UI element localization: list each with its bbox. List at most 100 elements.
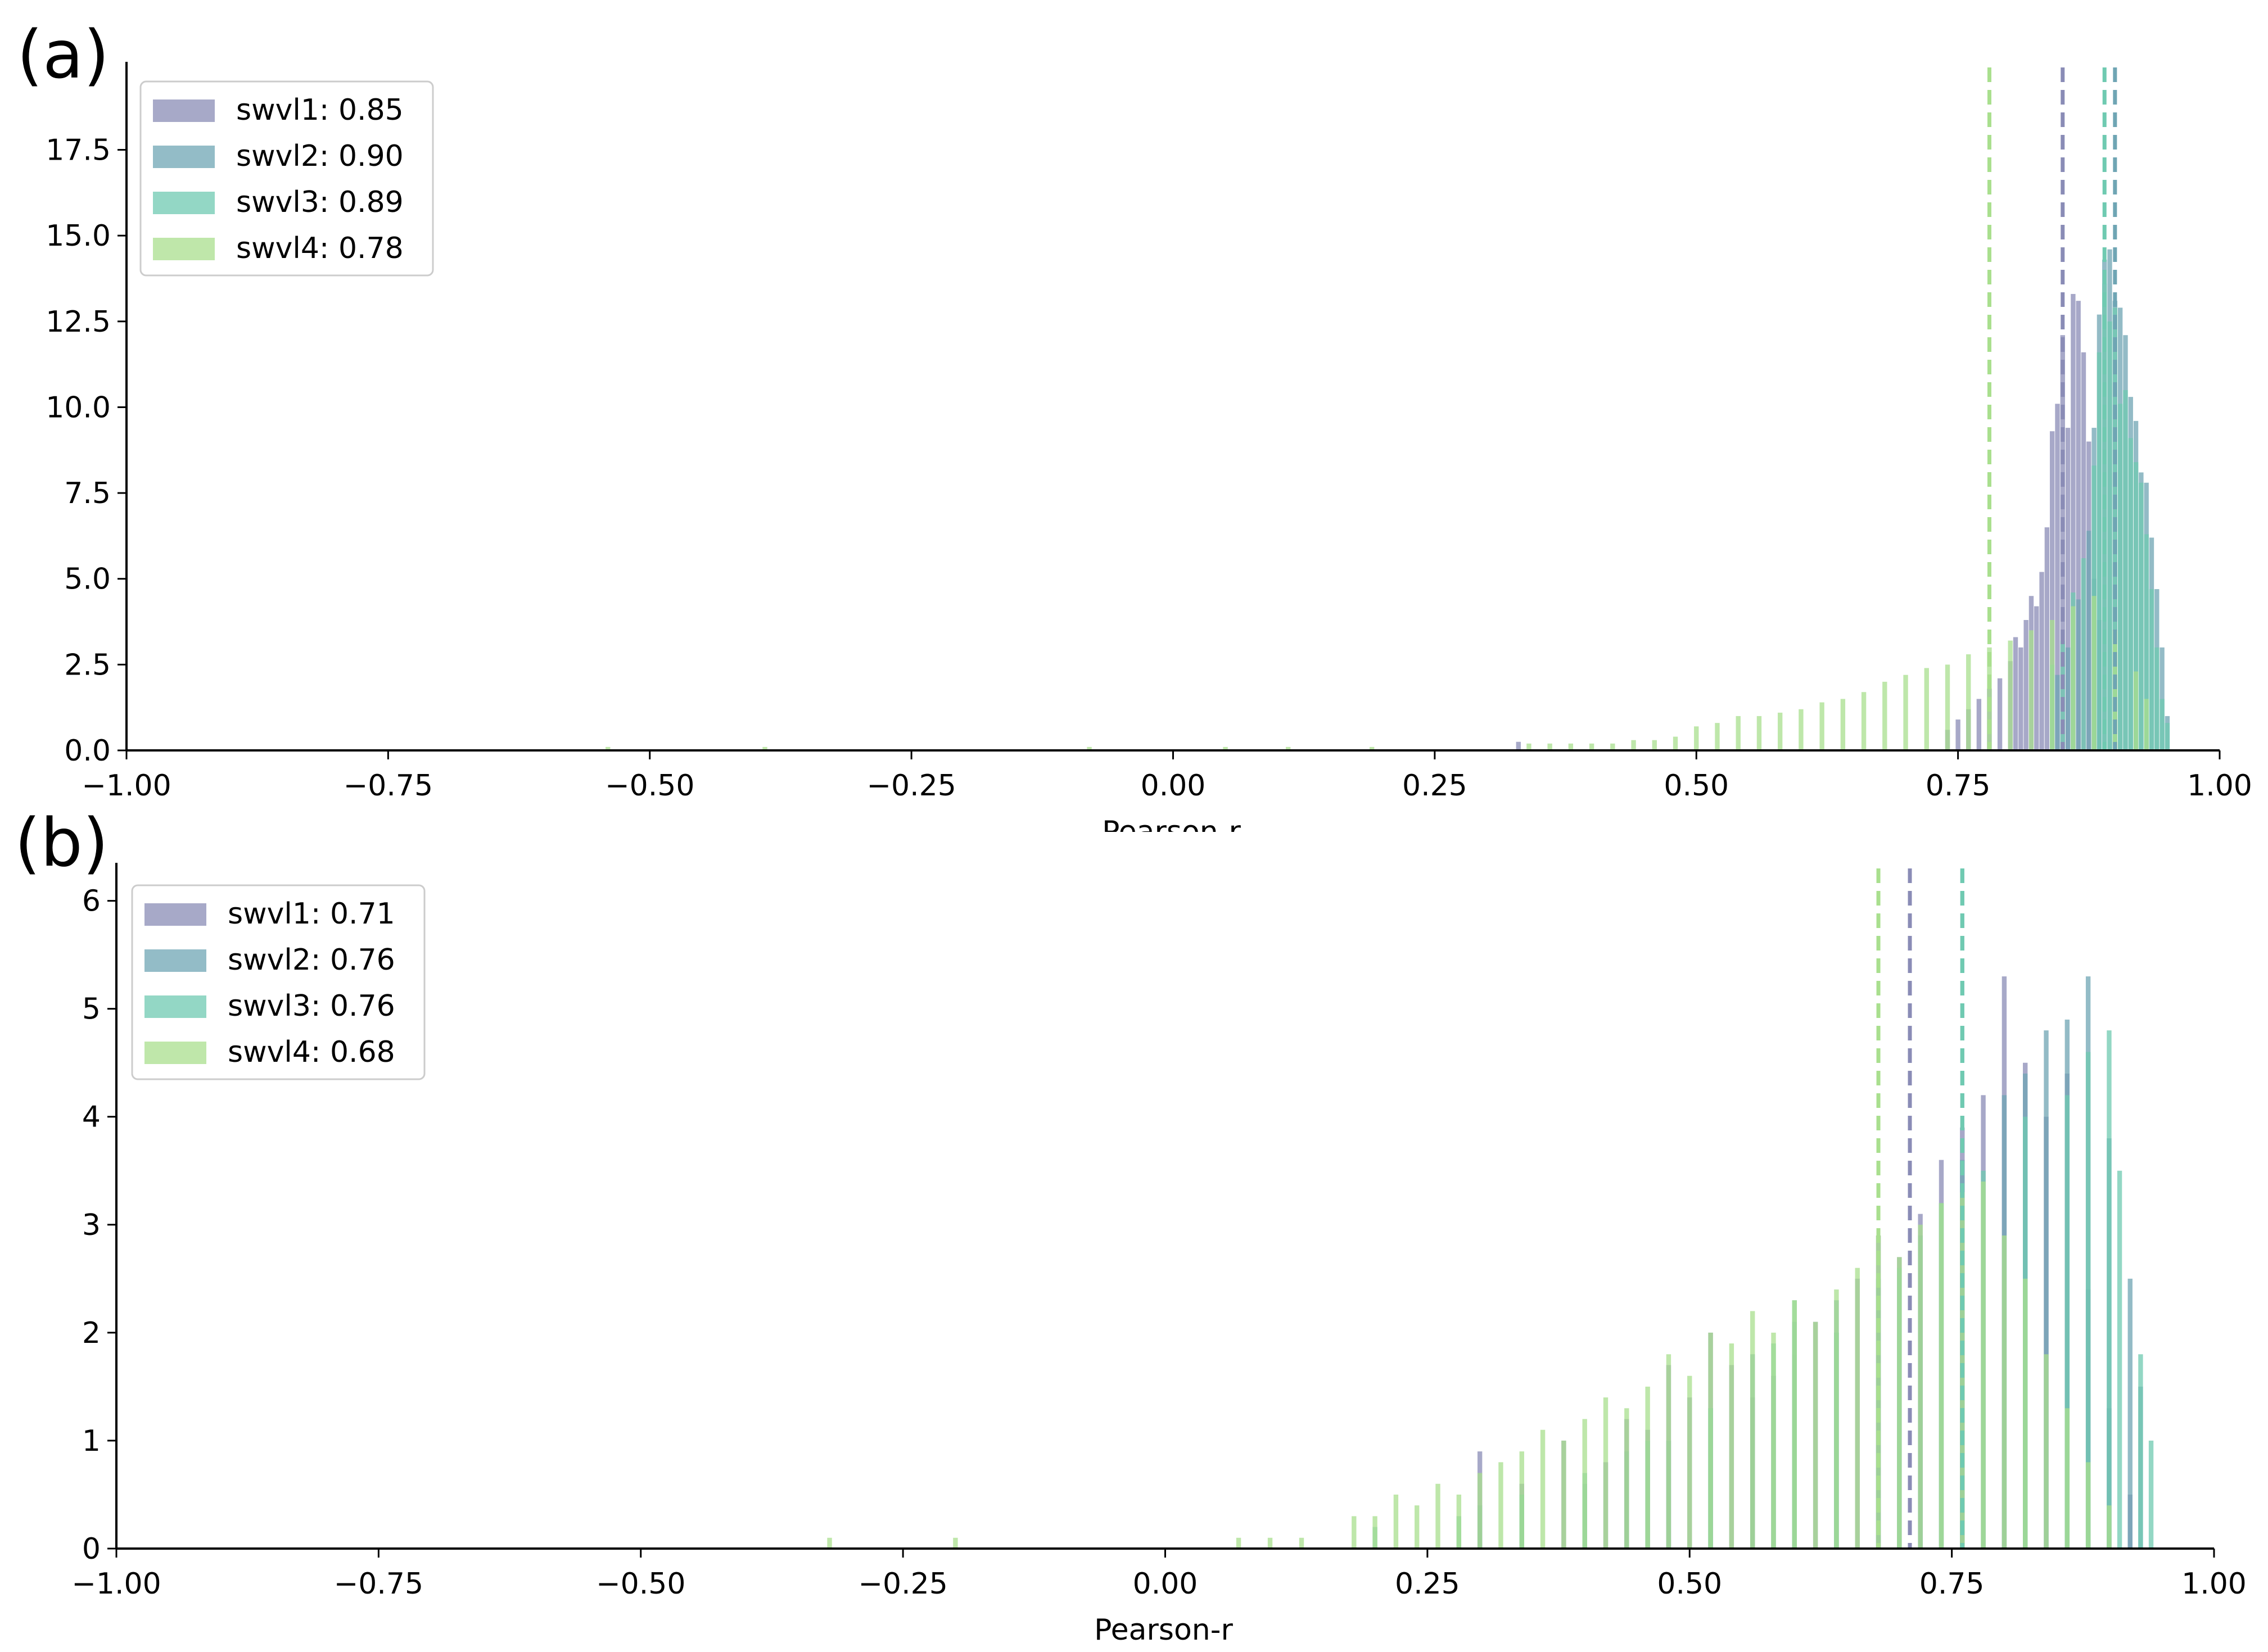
histogram-bar (1589, 743, 1594, 750)
histogram-bar (2071, 606, 2076, 750)
x-tick-label: −1.00 (82, 769, 171, 803)
histogram-bar (1352, 1516, 1357, 1549)
histogram-bar (1456, 1494, 1462, 1549)
histogram-bar (1976, 699, 1982, 750)
histogram-bar (1729, 1343, 1734, 1549)
x-tick-label: −1.00 (71, 1567, 161, 1601)
panel-label-a: (a) (17, 16, 110, 93)
histogram-bar (2127, 1278, 2133, 1549)
panel-label-b: (b) (15, 804, 109, 881)
legend-swatch (153, 146, 215, 168)
histogram-bar (1708, 1332, 1713, 1549)
histogram-bar (2086, 531, 2091, 750)
x-tick-label: 1.00 (2187, 769, 2252, 803)
histogram-bar (2076, 301, 2081, 750)
legend-box (139, 80, 434, 277)
histogram-bar (1568, 743, 1574, 750)
histogram-bar (2085, 1462, 2091, 1549)
histogram-bar (1519, 1451, 1524, 1549)
histogram-bar (2123, 390, 2128, 750)
histogram-bar (1855, 1268, 1860, 1549)
legend-label: swvl4: 0.78 (236, 232, 404, 265)
legend-label: swvl2: 0.76 (228, 943, 395, 977)
histogram-bar (2013, 637, 2018, 750)
histogram-bar (2049, 619, 2055, 750)
histogram-bar (1924, 668, 1929, 750)
histogram-bar (2034, 606, 2039, 750)
histogram-bar (1897, 1257, 1902, 1549)
histogram-bar (1715, 723, 1720, 750)
histogram-bar (2138, 1354, 2143, 1549)
x-tick-label: 0.75 (1926, 769, 1991, 803)
histogram-bar (1955, 719, 1960, 750)
histogram-bar (1997, 678, 2003, 750)
y-tick-label: 2 (82, 1316, 101, 1350)
histogram-bar (2107, 1030, 2112, 1549)
histogram-bar (2097, 352, 2102, 750)
legend-label: swvl3: 0.76 (228, 989, 395, 1023)
series-2-bars (1477, 976, 2143, 1549)
x-tick-label: 0.25 (1395, 1567, 1460, 1601)
histogram-bar (2085, 1052, 2091, 1549)
histogram-bar (1223, 746, 1228, 750)
x-tick-label: 0.75 (1919, 1567, 1985, 1601)
series-4-bars (827, 1181, 2112, 1549)
legend-label: swvl3: 0.89 (236, 185, 404, 219)
legend-swatch (144, 903, 206, 926)
histogram-bar (2102, 283, 2107, 750)
histogram-bar (1477, 1473, 1483, 1549)
legend-swatch (144, 1042, 206, 1064)
histogram-bar (1547, 743, 1552, 750)
legend-swatch (153, 99, 215, 122)
histogram-bar (1540, 1429, 1546, 1549)
histogram-bar (2128, 438, 2133, 750)
x-tick-label: −0.75 (344, 769, 433, 803)
legend: swvl1: 0.85 swvl2: 0.90 swvl3: 0.89 swvl4: … (139, 80, 434, 277)
histogram-bar (1792, 1300, 1797, 1549)
histogram-bar (1756, 716, 1762, 750)
histogram-bar (1369, 746, 1375, 750)
x-tick-label: −0.75 (334, 1567, 423, 1601)
histogram-bar (1882, 681, 1887, 750)
histogram-bar (1087, 746, 1092, 750)
y-tick-label: 0 (82, 1532, 101, 1566)
y-tick-label: 12.5 (46, 305, 111, 339)
histogram-bar (1771, 1332, 1776, 1549)
histogram-bar (2039, 572, 2044, 750)
histogram-bar (2055, 404, 2060, 750)
legend-label: swvl2: 0.90 (236, 139, 404, 173)
legend-label: swvl1: 0.71 (228, 897, 395, 931)
histogram-bar (2076, 599, 2081, 750)
histogram-bar (1498, 1462, 1503, 1549)
histogram-bar (1819, 702, 1824, 750)
x-tick-label: 0.00 (1133, 1567, 1198, 1601)
histogram-bar (2044, 1030, 2049, 1549)
legend-swatch (153, 238, 215, 260)
series-1-bars (1516, 293, 2102, 750)
histogram-bar (2049, 431, 2055, 750)
histogram-chart-a: −1.00 −0.75 −0.50 −0.25 0.00 0.25 0.50 0.75 1.00… (46, 62, 2252, 832)
legend-label: swvl1: 0.85 (236, 93, 404, 127)
histogram-bar (1799, 709, 1804, 750)
series-1-bars (1477, 976, 2133, 1549)
histogram-bar (1610, 743, 1615, 750)
legend-swatch (144, 995, 206, 1018)
histogram-bar (1631, 740, 1636, 750)
y-tick-label: 7.5 (64, 477, 111, 510)
bars-group (827, 976, 2154, 1549)
legend-swatch (153, 192, 215, 214)
histogram-bar (1372, 1516, 1377, 1549)
histogram-bar (1861, 692, 1867, 750)
series-3-bars (1372, 1030, 2154, 1549)
histogram-bar (1652, 740, 1657, 750)
x-tick-label: −0.50 (605, 769, 694, 803)
x-axis-label: Pearson-r (1094, 1613, 1233, 1647)
histogram-bar (2064, 1095, 2070, 1549)
histogram-bar (2148, 1440, 2154, 1549)
histogram-bar (2154, 647, 2159, 750)
y-tick-label: 4 (82, 1101, 101, 1134)
series-4-bars (606, 596, 2149, 750)
histogram-bar (2044, 1354, 2049, 1549)
bars-group (606, 249, 2170, 750)
